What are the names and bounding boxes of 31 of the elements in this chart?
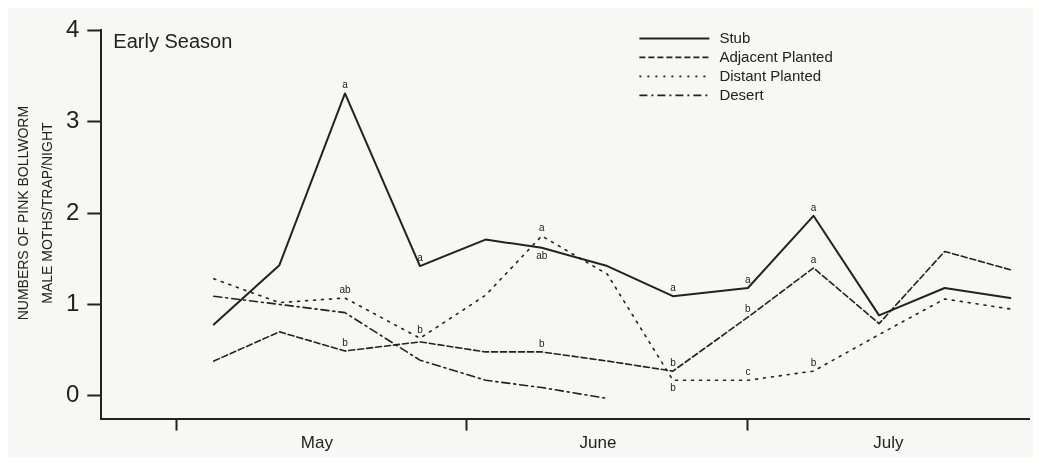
annotation: a	[342, 79, 349, 91]
annotation: a	[810, 201, 817, 213]
annotation: ab	[339, 283, 351, 295]
annotation: a	[417, 251, 424, 263]
x-tick-label: July	[873, 433, 905, 453]
annotation: b	[745, 302, 752, 314]
y-tick-label: 1	[65, 289, 80, 317]
annotation: ab	[536, 249, 548, 261]
legend-label: Desert	[719, 85, 765, 103]
chart-title: Early Season	[113, 29, 233, 52]
legend-label: Stub	[719, 28, 751, 46]
annotation: b	[342, 336, 349, 348]
y-axis-title: NUMBERS OF PINK BOLLWORM MALE MOTHS/TRAP/NIGHT	[14, 105, 55, 321]
y-tick-label: 2	[65, 197, 80, 225]
annotation: c	[745, 365, 751, 377]
annotation: b	[810, 356, 817, 368]
legend-label: Adjacent Planted	[719, 47, 833, 65]
annotation: b	[538, 337, 545, 349]
x-tick-label: May	[300, 433, 334, 453]
annotation: a	[538, 221, 545, 233]
y-tick-label: 4	[65, 15, 80, 43]
annotation: b	[417, 323, 424, 335]
annotation: b	[670, 356, 677, 368]
y-tick-label: 3	[65, 106, 80, 134]
x-tick-label: June	[579, 433, 617, 453]
annotation: a	[810, 253, 817, 265]
y-tick-label: 0	[65, 380, 80, 408]
annotation: a	[745, 273, 752, 285]
annotation: b	[670, 381, 677, 393]
annotation: a	[670, 281, 677, 293]
legend-label: Distant Planted	[719, 66, 822, 84]
